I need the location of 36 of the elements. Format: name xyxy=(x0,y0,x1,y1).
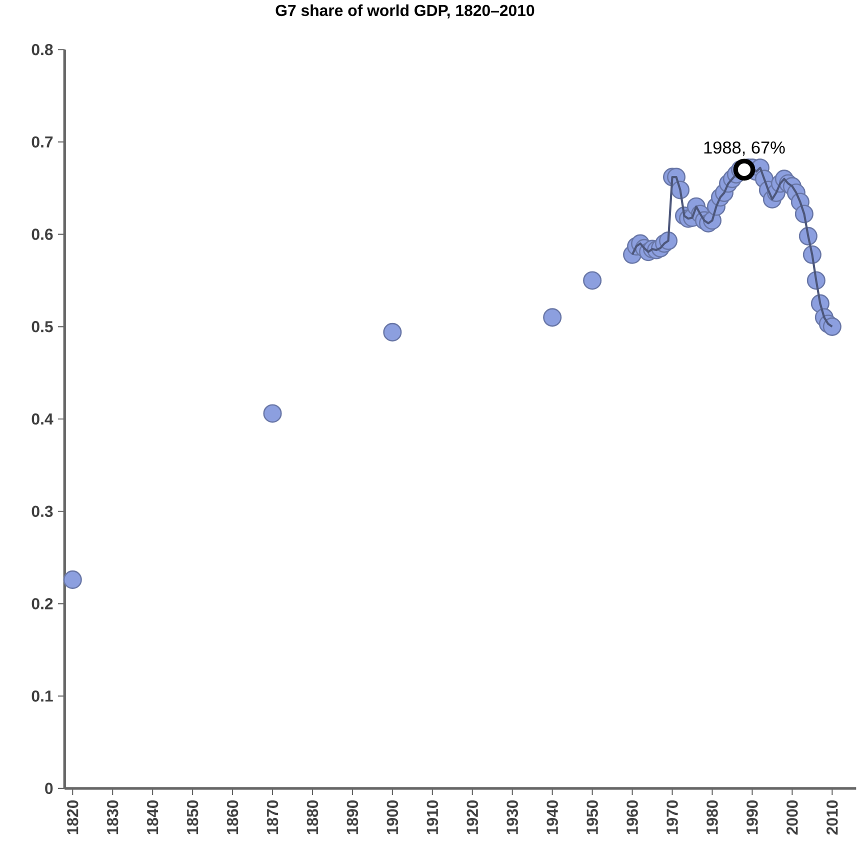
x-tick-label: 1860 xyxy=(226,800,238,834)
x-tick-label: 1870 xyxy=(266,800,278,834)
y-tick-label: 0.1 xyxy=(32,690,53,702)
x-tick-label: 1950 xyxy=(586,800,598,834)
x-tick-label: 1980 xyxy=(706,800,718,834)
y-tick-label: 0.7 xyxy=(32,136,52,148)
x-tick-label: 1970 xyxy=(666,800,678,834)
x-tick-label: 1940 xyxy=(546,800,558,834)
y-tick-label: 0.5 xyxy=(32,321,53,332)
x-tick-label: 1930 xyxy=(506,800,518,834)
y-tick-label: 0.3 xyxy=(32,506,53,518)
y-tick-label: 0 xyxy=(44,782,52,794)
y-tick-label: 0.4 xyxy=(32,413,53,425)
x-tick-label: 1910 xyxy=(426,800,438,834)
x-tick-label: 1890 xyxy=(346,800,358,834)
y-tick-label: 0.2 xyxy=(32,598,52,610)
y-tick-label: 0.8 xyxy=(32,44,53,56)
x-tick-label: 1920 xyxy=(466,800,478,834)
x-tick-label: 1830 xyxy=(106,800,118,834)
point xyxy=(63,570,82,589)
annotation: 1988, 67% xyxy=(704,141,785,156)
x-tick-label: 2000 xyxy=(786,800,798,835)
x-tick-label: 1880 xyxy=(306,800,318,834)
point xyxy=(582,271,602,290)
x-tick-label: 1820 xyxy=(66,800,78,834)
chart-title: G7 share of world GDP, 1820–2010 xyxy=(276,4,534,18)
y-tick-label: 0.6 xyxy=(32,228,53,240)
x-tick-label: 1840 xyxy=(146,800,158,834)
x-tick-label: 1960 xyxy=(626,800,638,834)
point xyxy=(382,322,402,342)
point xyxy=(542,308,562,327)
x-tick-label: 1850 xyxy=(186,800,198,834)
x-tick-label: 1900 xyxy=(386,800,398,834)
x-tick-label: 1990 xyxy=(746,800,758,834)
point xyxy=(262,404,282,423)
x-tick-label: 2010 xyxy=(826,800,838,835)
